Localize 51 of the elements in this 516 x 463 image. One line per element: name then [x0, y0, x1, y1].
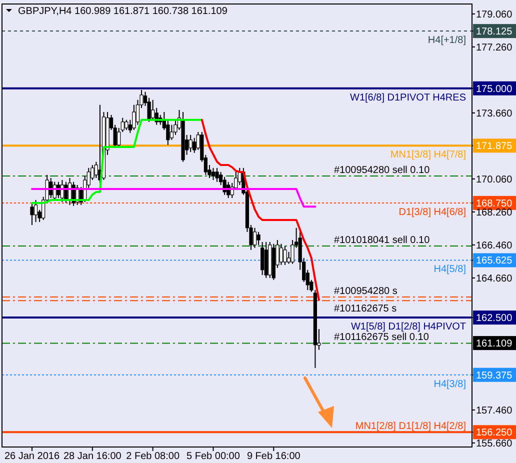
- y-tick-label: 164.660: [476, 273, 513, 284]
- candlestick: [211, 167, 216, 181]
- y-tick-label: 179.060: [476, 9, 513, 20]
- y-tick-label: 178.125: [476, 26, 513, 38]
- x-tick-label: 26 Jan 2016: [4, 451, 60, 462]
- ref-line-label: W1[5/8] D1[2/8] H4PIVOT: [350, 322, 466, 333]
- ref-line-label: H4[+1/8]: [428, 35, 466, 46]
- x-tick-label: 2 Feb 08:00: [126, 451, 180, 462]
- ref-line-label: #101162675 sell 0.10: [334, 332, 430, 344]
- y-tick-label: 166.460: [476, 240, 513, 252]
- y-tick-label: 157.460: [476, 405, 513, 416]
- candlestick: [260, 242, 264, 276]
- y-tick-label: 155.660: [476, 438, 513, 450]
- y-tick-label: 177.260: [476, 42, 513, 54]
- ref-line-label: #101162675 s: [334, 304, 397, 315]
- candlestick: [132, 104, 136, 130]
- y-tick-label: 168.260: [476, 207, 513, 218]
- line-series: [200, 118, 320, 301]
- ref-line-label: D1[3/8] H4[6/8]: [398, 206, 466, 218]
- x-tick-label: 28 Jan 16:00: [64, 451, 122, 462]
- y-tick-label: 159.375: [476, 370, 513, 382]
- ref-line-label: MN1[3/8] H4[7/8]: [390, 150, 466, 161]
- y-tick-label: 175.000: [476, 84, 513, 95]
- ref-line-label: MN1[2/8] D1[1/8] H4[2/8]: [355, 421, 466, 432]
- ref-line-label: H4[3/8]: [434, 378, 466, 390]
- chart-title: GBPJPY,H4 160.989 161.871 160.738 161.109: [18, 6, 228, 17]
- ref-line-label: #101018041 sell 0.10: [334, 235, 430, 246]
- candlestick: [124, 119, 128, 130]
- ref-line-label: #100954280 sell 0.10: [334, 164, 430, 176]
- y-tick-label: 162.500: [476, 313, 513, 324]
- candlestick: [30, 202, 34, 226]
- y-tick-label: 165.625: [476, 256, 513, 267]
- ref-line-label: W1[6/8] D1PIVOT H4RES: [350, 92, 466, 104]
- candlestick: [279, 243, 284, 266]
- candlestick: [34, 200, 38, 223]
- candlestick: [256, 231, 260, 246]
- y-tick-label: 173.660: [476, 108, 513, 120]
- candlestick: [170, 124, 174, 140]
- x-tick-label: 5 Feb 00:00: [186, 451, 240, 462]
- y-tick-label: 170.060: [476, 174, 513, 186]
- y-tick-label: 156.250: [476, 428, 513, 439]
- candlestick: [283, 245, 287, 266]
- y-tick-label: 171.875: [476, 141, 513, 152]
- y-tick-label: 168.750: [476, 198, 513, 210]
- candlestick: [215, 167, 219, 182]
- candlestick: [252, 227, 257, 248]
- x-tick-label: 9 Feb 16:00: [246, 451, 301, 462]
- ref-line-label: H4[5/8]: [434, 264, 466, 276]
- text: 161.109: [476, 338, 513, 350]
- ref-line-label: #100954280 s: [334, 286, 398, 298]
- candlestick: [188, 134, 192, 152]
